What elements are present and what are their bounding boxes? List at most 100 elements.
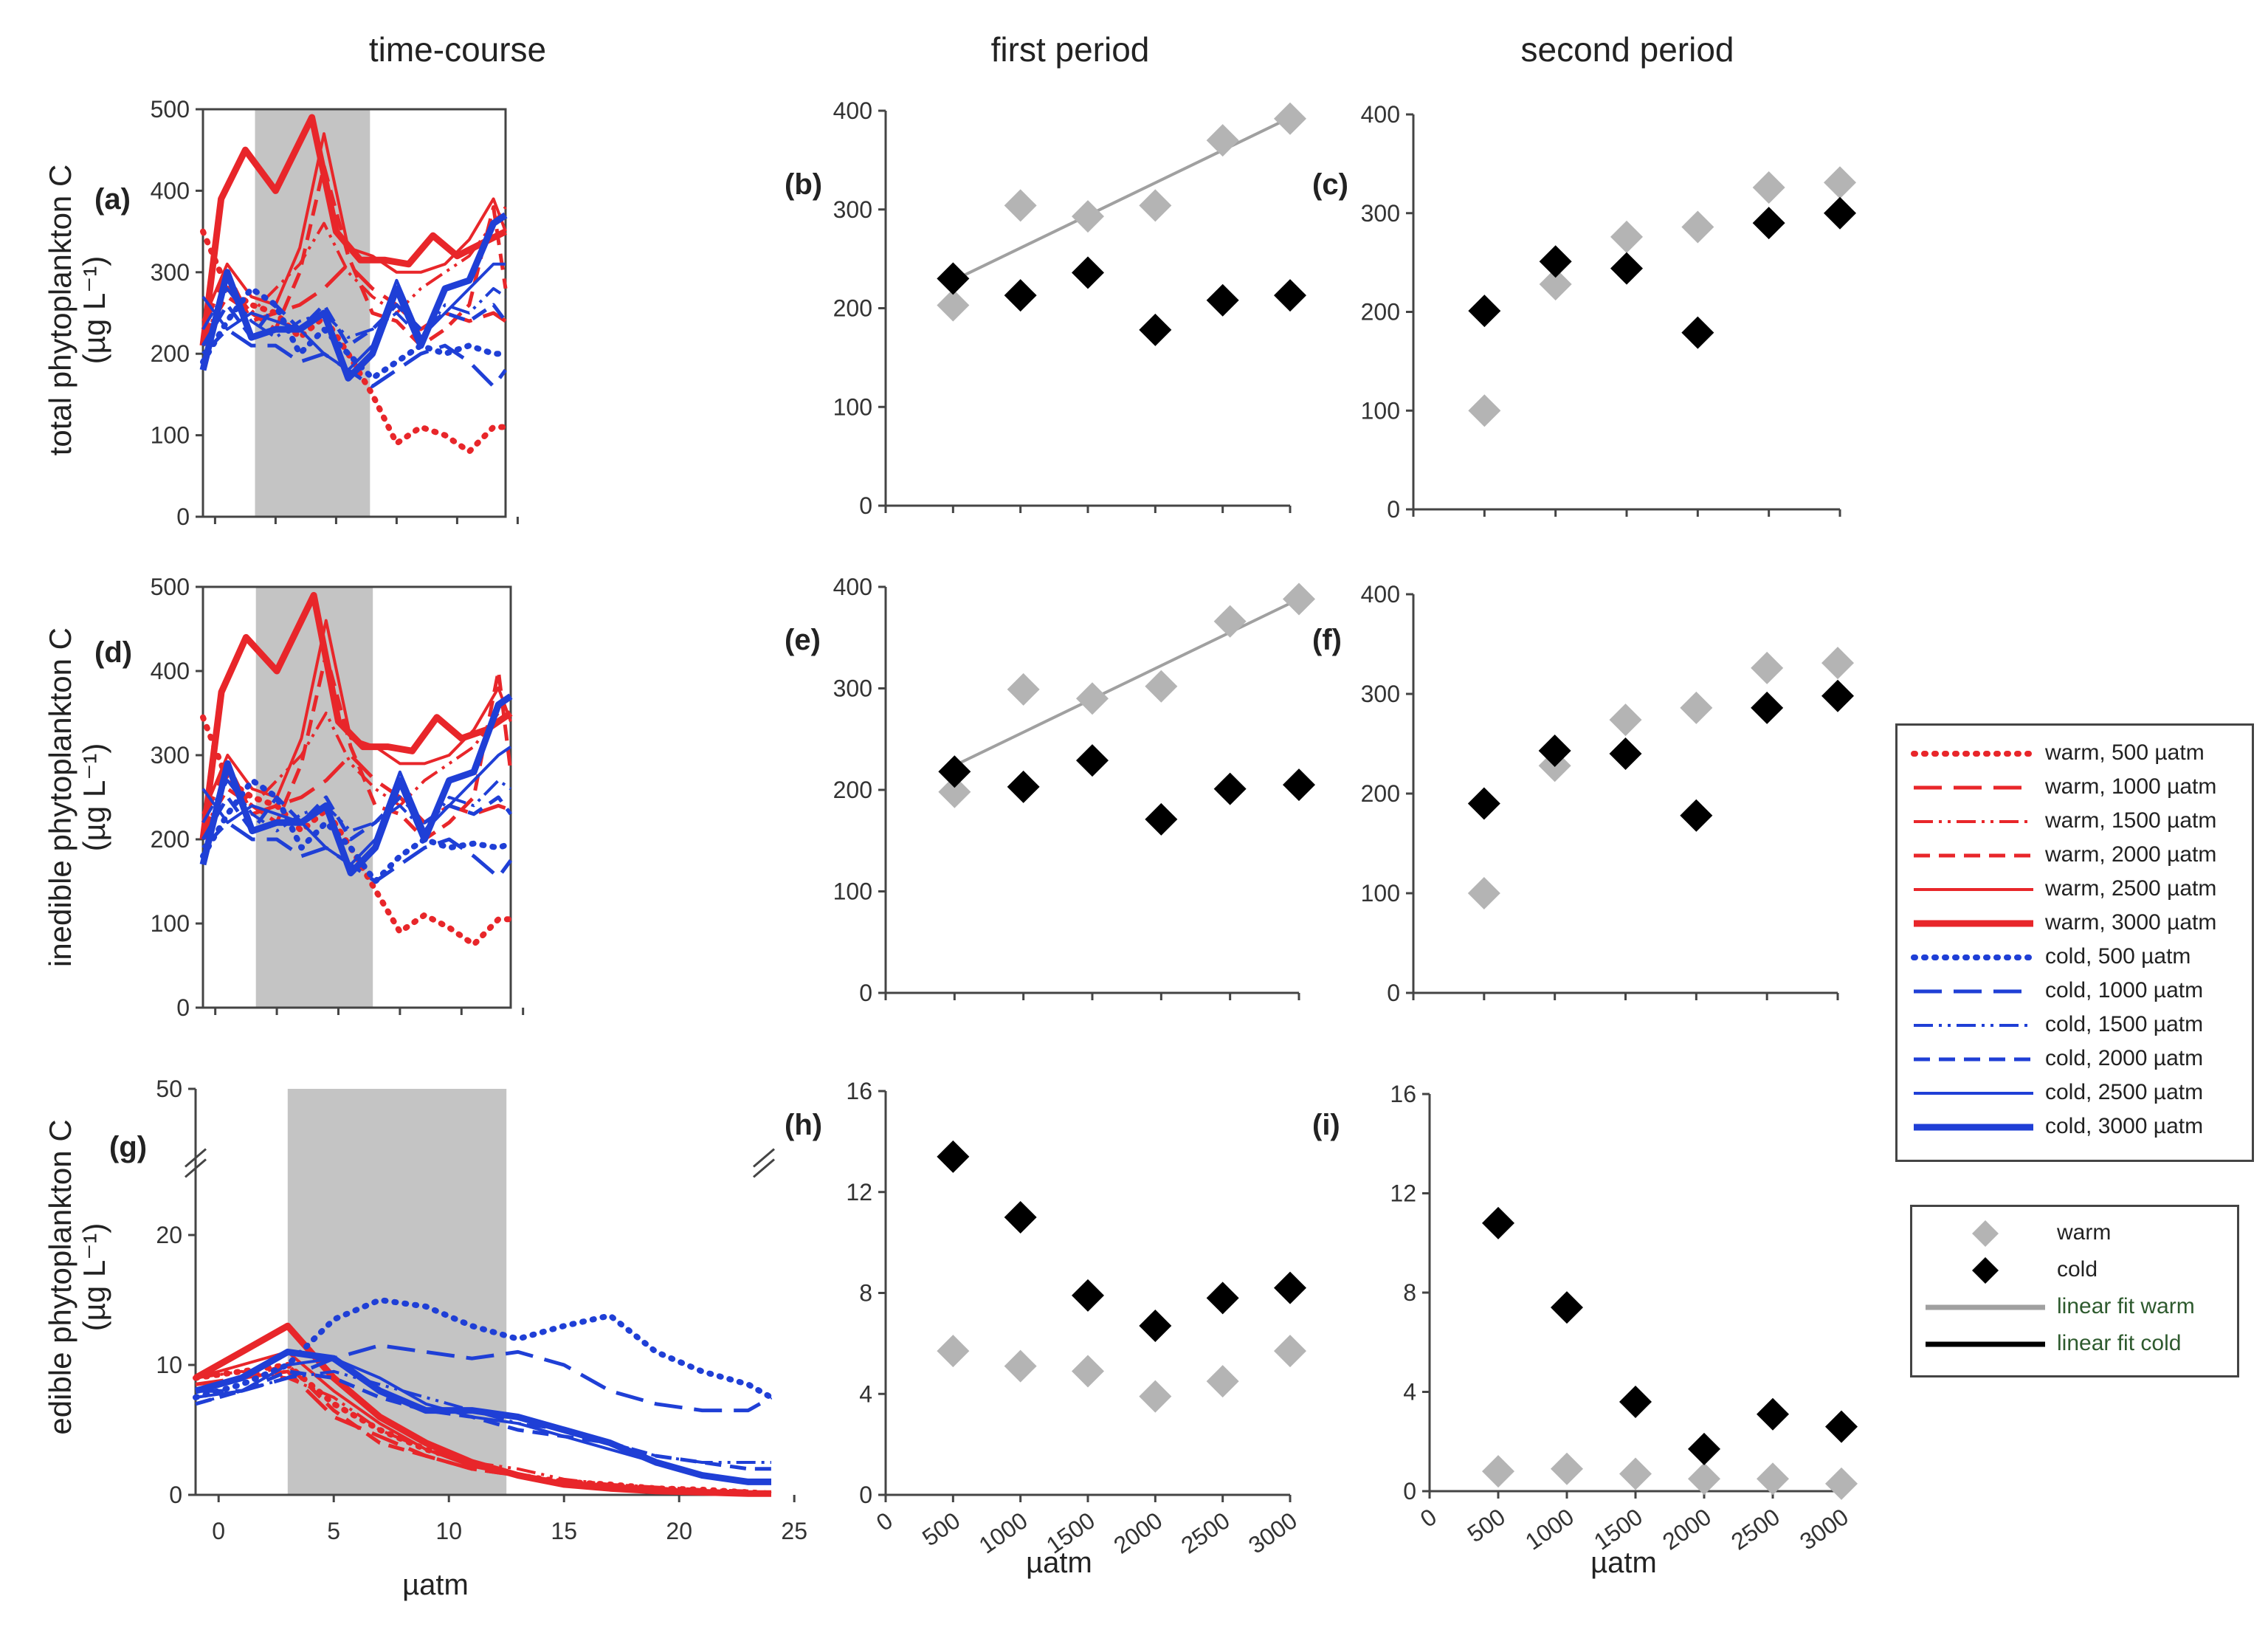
marker-warm <box>1139 1380 1172 1413</box>
x-tick-label: 3000 <box>1795 1503 1853 1555</box>
marker-cold <box>1751 691 1784 724</box>
xlabel-first-period: µatm <box>1026 1547 1092 1579</box>
y-tick-label: 50 <box>156 1076 182 1102</box>
y-tick-label: 300 <box>1361 200 1400 227</box>
marker-warm <box>1467 877 1500 909</box>
y-tick-label: 400 <box>1361 581 1400 608</box>
marker-warm <box>1482 1455 1514 1488</box>
series-line <box>199 591 513 840</box>
y-tick-label: 10 <box>156 1352 182 1378</box>
marker-cold <box>1139 1309 1172 1342</box>
marker-cold <box>1468 295 1501 328</box>
y-tick-label: 0 <box>859 492 872 519</box>
marker-warm <box>1825 1467 1858 1500</box>
marker-warm <box>1680 691 1713 724</box>
marker-cold <box>1551 1291 1583 1324</box>
y-tick-label: 8 <box>859 1280 872 1307</box>
y-tick-label: 100 <box>833 878 872 905</box>
y-tick-label: 300 <box>833 675 872 702</box>
legend-marker-swatch <box>1926 1341 2045 1347</box>
panel-letter-c: (c) <box>1312 168 1348 201</box>
legend-line-label: cold, 3000 µatm <box>2045 1114 2204 1138</box>
marker-warm <box>1206 124 1239 157</box>
y-tick-label: 400 <box>151 177 190 204</box>
marker-cold <box>1145 802 1178 836</box>
legend-marker-item: linear fit warm <box>1912 1291 2237 1324</box>
legend-line-swatch <box>1914 989 2033 994</box>
y-tick-label: 100 <box>151 910 190 937</box>
marker-warm <box>1610 220 1643 253</box>
y-tick-label: 400 <box>1361 101 1400 128</box>
legend-line-swatch <box>1911 751 2036 757</box>
marker-warm <box>938 775 971 808</box>
series-line <box>193 1322 771 1497</box>
x-tick-label: 2000 <box>1658 1503 1716 1555</box>
y-tick-label: 0 <box>1387 496 1400 523</box>
series-line <box>193 1297 774 1400</box>
legend-line-swatch <box>1914 820 2033 823</box>
x-tick-label: 1500 <box>1041 1507 1100 1558</box>
legend-line-item: warm, 1000 µatm <box>1898 771 2252 804</box>
marker-warm <box>937 289 970 322</box>
y-tick-label: 0 <box>1403 1478 1416 1504</box>
y-tick-label: 500 <box>151 574 190 600</box>
y-tick-label: 4 <box>1403 1379 1416 1406</box>
legend-line-swatch <box>1914 785 2033 790</box>
axis-break-mark <box>185 1158 207 1178</box>
marker-cold <box>1619 1385 1652 1418</box>
xlabel-second-period: µatm <box>1590 1547 1657 1579</box>
marker-cold <box>1206 1282 1239 1315</box>
marker-cold <box>1821 679 1854 712</box>
marker-cold <box>1007 770 1040 803</box>
legend-line-label: warm, 3000 µatm <box>2045 910 2217 935</box>
series-line <box>201 132 507 322</box>
panel-g: 0 10 20 50 0 5 10 15 20 25 <box>156 1076 807 1544</box>
legend-line-item: cold, 2500 µatm <box>1898 1077 2252 1110</box>
panel-c: 0 100 200 300 400 <box>1361 101 1856 523</box>
panel-letter-i: (i) <box>1312 1109 1340 1141</box>
series-line <box>199 212 508 382</box>
panel-letter-a: (a) <box>94 183 131 216</box>
marker-warm <box>1213 605 1247 638</box>
y-tick-label: 0 <box>176 994 190 1021</box>
marker-cold <box>1004 279 1037 312</box>
marker-cold <box>1757 1397 1789 1431</box>
marker-cold <box>1681 316 1714 349</box>
y-tick-label: 400 <box>833 574 872 600</box>
marker-cold <box>1680 799 1713 832</box>
x-tick-label: 1000 <box>974 1507 1033 1558</box>
x-tick-label: 10 <box>435 1518 462 1544</box>
legend-line-label: cold, 1000 µatm <box>2045 978 2204 1002</box>
y-tick-label: 0 <box>1387 980 1400 1006</box>
marker-warm <box>1076 682 1109 715</box>
series-line <box>201 262 506 372</box>
y-tick-label: 8 <box>1403 1279 1416 1306</box>
y-tick-label: 300 <box>833 196 872 223</box>
x-tick-label: 3000 <box>1244 1507 1302 1558</box>
x-tick-label: 500 <box>1463 1503 1510 1547</box>
marker-warm <box>1468 394 1501 427</box>
legend-line-item: warm, 500 µatm <box>1898 737 2252 770</box>
marker-warm <box>1757 1462 1789 1496</box>
legend-line-swatch <box>1911 954 2036 960</box>
marker-warm <box>1004 1349 1037 1383</box>
marker-warm <box>1821 647 1854 680</box>
marker-cold <box>1824 196 1856 230</box>
legend-line-label: warm, 500 µatm <box>2045 740 2205 765</box>
legend-line-label: warm, 1500 µatm <box>2045 808 2217 833</box>
y-tick-label: 4 <box>859 1380 872 1407</box>
series-line <box>201 206 507 346</box>
legend-markers: warm cold linear fit warm linear fit cold <box>1910 1205 2239 1377</box>
panel-b: 0 100 200 300 400 <box>833 97 1306 519</box>
marker-cold <box>937 1140 970 1173</box>
x-tick-label: 0 <box>212 1518 225 1544</box>
y-tick-label: 0 <box>859 1482 872 1508</box>
legend-line-swatch <box>1914 1124 2033 1131</box>
y-tick-label: 100 <box>833 393 872 420</box>
linear-fit-warm <box>952 116 1291 282</box>
panel-letter-f: (f) <box>1312 624 1342 656</box>
y-tick-label: 200 <box>1361 299 1400 326</box>
legend-line-label: cold, 1500 µatm <box>2045 1012 2204 1036</box>
series-line <box>201 262 507 331</box>
